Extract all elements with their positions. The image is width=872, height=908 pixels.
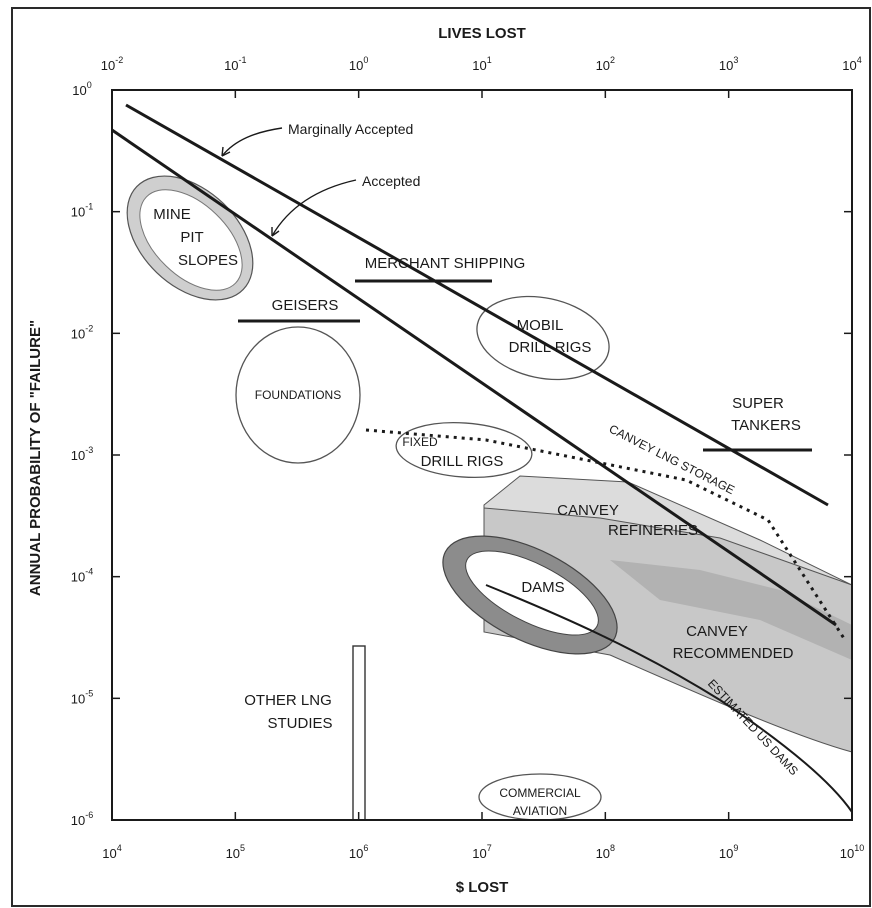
bottom-tick-label-4: 108: [596, 843, 615, 861]
bottom-tick-label-1: 105: [226, 843, 245, 861]
dams-label: DAMS: [521, 579, 564, 596]
canvey-refineries-label-1: CANVEY: [557, 502, 619, 519]
risk-lines: [111, 103, 853, 813]
super-tankers-label-2: TANKERS: [731, 417, 801, 434]
other-lng-label-2: STUDIES: [267, 715, 332, 732]
canvey-recommended-label-1: CANVEY: [686, 623, 748, 640]
other-lng-studies-bar: [352, 645, 366, 821]
top-tick-label-1: 10-1: [224, 55, 246, 73]
canvey-refineries-label-2: REFINERIES: [608, 522, 698, 539]
super-tankers-label-1: SUPER: [732, 395, 784, 412]
geisers-label: GEISERS: [272, 297, 339, 314]
accepted-arrow: [271, 227, 280, 237]
bottom-tick-label-6: 1010: [840, 843, 864, 861]
fixed-label-2: DRILL RIGS: [421, 453, 504, 470]
top-tick-label-4: 102: [596, 55, 615, 73]
tick-labels: 10-2 10-1 100 101 102 103 104 104 105 106 107 108 10…: [71, 55, 864, 861]
bottom-axis-title: $ LOST: [456, 879, 509, 896]
mine-label-2: PIT: [180, 229, 203, 246]
aviation-label-2: AVIATION: [513, 804, 567, 818]
bottom-tick-label-5: 109: [719, 843, 738, 861]
foundations-label: FOUNDATIONS: [255, 388, 341, 402]
marginally-accepted-arrow: [221, 146, 231, 157]
y-axis-title: ANNUAL PROBABILITY OF "FAILURE": [27, 320, 44, 596]
canvey-recommended-label-2: RECOMMENDED: [673, 645, 794, 662]
top-tick-label-2: 100: [349, 55, 368, 73]
bottom-tick-label-3: 107: [472, 843, 491, 861]
mobil-label-2: DRILL RIGS: [509, 339, 592, 356]
tick-marks: [111, 89, 853, 821]
top-tick-label-3: 101: [472, 55, 491, 73]
canvey-recommended-inner-band: [610, 560, 852, 660]
bottom-tick-label-0: 104: [102, 843, 121, 861]
mine-label-1: MINE: [153, 206, 191, 223]
merchant-shipping-label: MERCHANT SHIPPING: [365, 255, 526, 272]
y-tick-label-6: 10-6: [71, 810, 93, 828]
bottom-tick-label-2: 106: [349, 843, 368, 861]
accepted-line: [111, 128, 837, 627]
canvey-lng-storage-line: [365, 428, 847, 641]
leaders: [221, 127, 357, 237]
mine-label-3: SLOPES: [178, 252, 238, 269]
marginally-accepted-line: [125, 103, 829, 507]
fixed-drill-rigs-ellipse: [395, 422, 533, 478]
mobil-drill-rigs-ellipse: [476, 295, 610, 381]
accepted-leader: [271, 179, 357, 237]
y-tick-label-1: 10-1: [71, 202, 93, 220]
top-tick-label-5: 103: [719, 55, 738, 73]
top-tick-label-6: 104: [842, 55, 861, 73]
fixed-label-1: FIXED: [402, 435, 438, 449]
other-lng-label-1: OTHER LNG: [244, 692, 332, 709]
dams-ring-inner: [465, 550, 599, 636]
figure-frame: [11, 7, 871, 907]
y-tick-label-5: 10-5: [71, 688, 93, 706]
foundations-circle: [235, 326, 361, 464]
accepted-label: Accepted: [362, 173, 420, 189]
top-tick-label-0: 10-2: [101, 55, 123, 73]
y-tick-label-4: 10-4: [71, 567, 93, 585]
mine-pit-slopes-inner: [139, 189, 243, 291]
estimated-us-dams-line: [485, 584, 853, 813]
top-axis-title: LIVES LOST: [438, 25, 526, 42]
y-tick-label-3: 10-3: [71, 445, 93, 463]
y-tick-label-0: 100: [72, 80, 91, 98]
aviation-label-1: COMMERCIAL: [499, 786, 581, 800]
marginally-accepted-leader: [221, 127, 283, 157]
regions: [126, 175, 618, 821]
y-tick-label-2: 10-2: [71, 323, 93, 341]
mobil-label-1: MOBIL: [517, 317, 564, 334]
marginally-accepted-label: Marginally Accepted: [288, 121, 413, 137]
